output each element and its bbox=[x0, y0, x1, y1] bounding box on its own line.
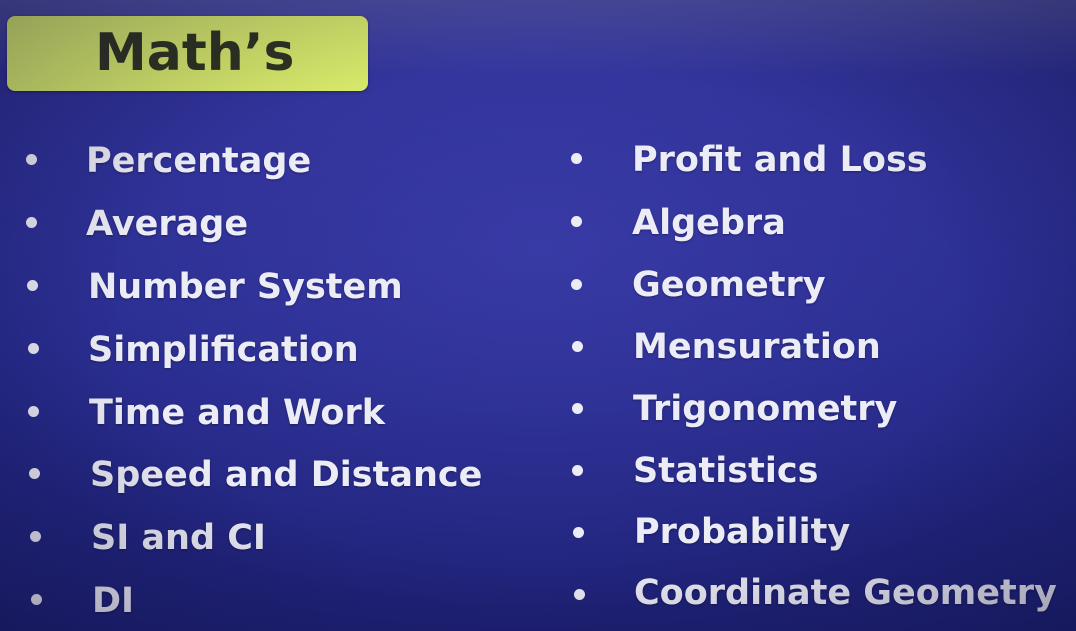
topic-item: Trigonometry bbox=[633, 389, 898, 429]
bullet-icon bbox=[30, 531, 41, 542]
bullet-icon bbox=[29, 468, 40, 479]
bullet-icon bbox=[571, 216, 582, 227]
bullet-icon bbox=[26, 217, 37, 228]
bullet-icon bbox=[28, 343, 39, 354]
bullet-icon bbox=[572, 465, 583, 476]
topic-item: Algebra bbox=[632, 203, 786, 243]
topic-item: Profit and Loss bbox=[632, 140, 928, 180]
topic-item: Probability bbox=[634, 512, 851, 552]
topic-item: Speed and Distance bbox=[90, 455, 483, 495]
topic-item: Time and Work bbox=[89, 393, 385, 433]
bullet-icon bbox=[573, 527, 584, 538]
title-box: Math’s bbox=[7, 16, 368, 91]
bullet-icon bbox=[572, 403, 583, 414]
bullet-icon bbox=[571, 279, 582, 290]
bullet-icon bbox=[27, 280, 38, 291]
bullet-icon bbox=[571, 153, 582, 164]
topic-item: SI and CI bbox=[91, 518, 266, 558]
topic-item: Simplification bbox=[88, 330, 359, 370]
bullet-icon bbox=[31, 594, 42, 605]
topic-item: Percentage bbox=[86, 141, 312, 181]
topic-item: Coordinate Geometry bbox=[634, 573, 1057, 613]
slide-title: Math’s bbox=[95, 23, 295, 83]
topic-item: DI bbox=[92, 581, 135, 621]
topic-item: Geometry bbox=[632, 265, 826, 305]
topic-item: Statistics bbox=[633, 451, 819, 491]
bullet-icon bbox=[28, 406, 39, 417]
topic-item: Mensuration bbox=[633, 327, 881, 367]
topic-item: Number System bbox=[88, 267, 403, 307]
topic-item: Average bbox=[86, 204, 249, 244]
bullet-icon bbox=[572, 341, 583, 352]
bullet-icon bbox=[574, 589, 585, 600]
bullet-icon bbox=[26, 154, 37, 165]
